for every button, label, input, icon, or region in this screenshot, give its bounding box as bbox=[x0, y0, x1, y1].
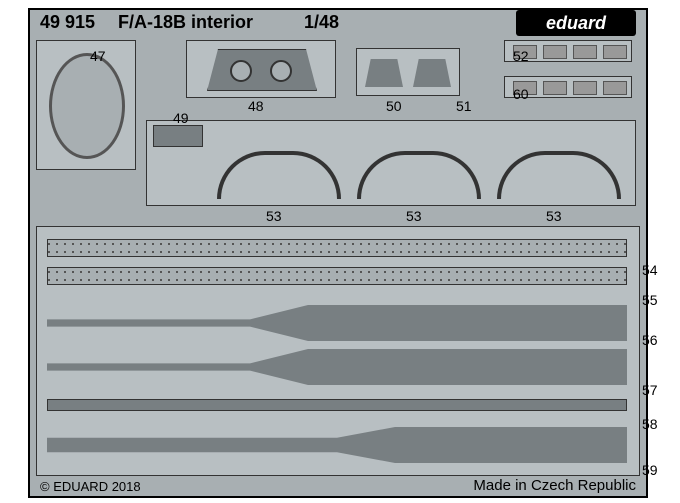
buckle bbox=[573, 81, 597, 95]
part-label-56: 56 bbox=[642, 332, 658, 348]
origin: Made in Czech Republic bbox=[473, 477, 636, 494]
strip-56 bbox=[47, 305, 627, 341]
part-label-59: 59 bbox=[642, 462, 658, 478]
part-label-52: 52 bbox=[513, 48, 529, 64]
part-label-51: 51 bbox=[456, 98, 472, 114]
circle-2 bbox=[270, 60, 292, 82]
buckle bbox=[543, 81, 567, 95]
arch-53b bbox=[357, 151, 481, 199]
copyright: © EDUARD 2018 bbox=[40, 479, 141, 494]
part-47-plate bbox=[36, 40, 136, 170]
photoetch-fret: 49 915 F/A-18B interior 1/48 eduard bbox=[28, 8, 648, 498]
part-label-55: 55 bbox=[642, 292, 658, 308]
part-label-53c: 53 bbox=[546, 208, 562, 224]
buckle bbox=[573, 45, 597, 59]
strip-55 bbox=[47, 267, 627, 285]
scale: 1/48 bbox=[304, 12, 339, 33]
part-label-48: 48 bbox=[248, 98, 264, 114]
rivets bbox=[48, 243, 626, 245]
strip-57 bbox=[47, 349, 627, 385]
trap-50 bbox=[365, 59, 403, 87]
part-48-plate bbox=[186, 40, 336, 98]
part-label-50: 50 bbox=[386, 98, 402, 114]
part-label-60: 60 bbox=[513, 86, 529, 102]
product-code: 49 915 bbox=[40, 12, 95, 33]
buckle bbox=[603, 45, 627, 59]
arch-53a bbox=[217, 151, 341, 199]
part-label-58: 58 bbox=[642, 416, 658, 432]
circle-1 bbox=[230, 60, 252, 82]
part-label-54: 54 bbox=[642, 262, 658, 278]
rivets bbox=[48, 271, 626, 273]
part-label-53b: 53 bbox=[406, 208, 422, 224]
rail-shape bbox=[47, 349, 627, 385]
part-50-51-plate bbox=[356, 48, 460, 96]
part-49 bbox=[153, 125, 203, 147]
lower-plate bbox=[36, 226, 640, 476]
buckle bbox=[543, 45, 567, 59]
part-label-53a: 53 bbox=[266, 208, 282, 224]
part-label-49: 49 bbox=[173, 110, 189, 126]
strip-58 bbox=[47, 399, 627, 411]
trap-51 bbox=[413, 59, 451, 87]
rivets bbox=[48, 279, 626, 281]
ring-shape bbox=[49, 53, 125, 159]
brand-logo: eduard bbox=[516, 10, 636, 36]
part-53-plate bbox=[146, 120, 636, 206]
buckle bbox=[603, 81, 627, 95]
arch-53c bbox=[497, 151, 621, 199]
part-label-57: 57 bbox=[642, 382, 658, 398]
trapezoid bbox=[207, 49, 317, 91]
part-label-47: 47 bbox=[90, 48, 106, 64]
rivets bbox=[48, 251, 626, 253]
strip-54 bbox=[47, 239, 627, 257]
strip-59 bbox=[47, 427, 627, 463]
product-title: F/A-18B interior bbox=[118, 12, 253, 33]
rail-shape bbox=[47, 305, 627, 341]
